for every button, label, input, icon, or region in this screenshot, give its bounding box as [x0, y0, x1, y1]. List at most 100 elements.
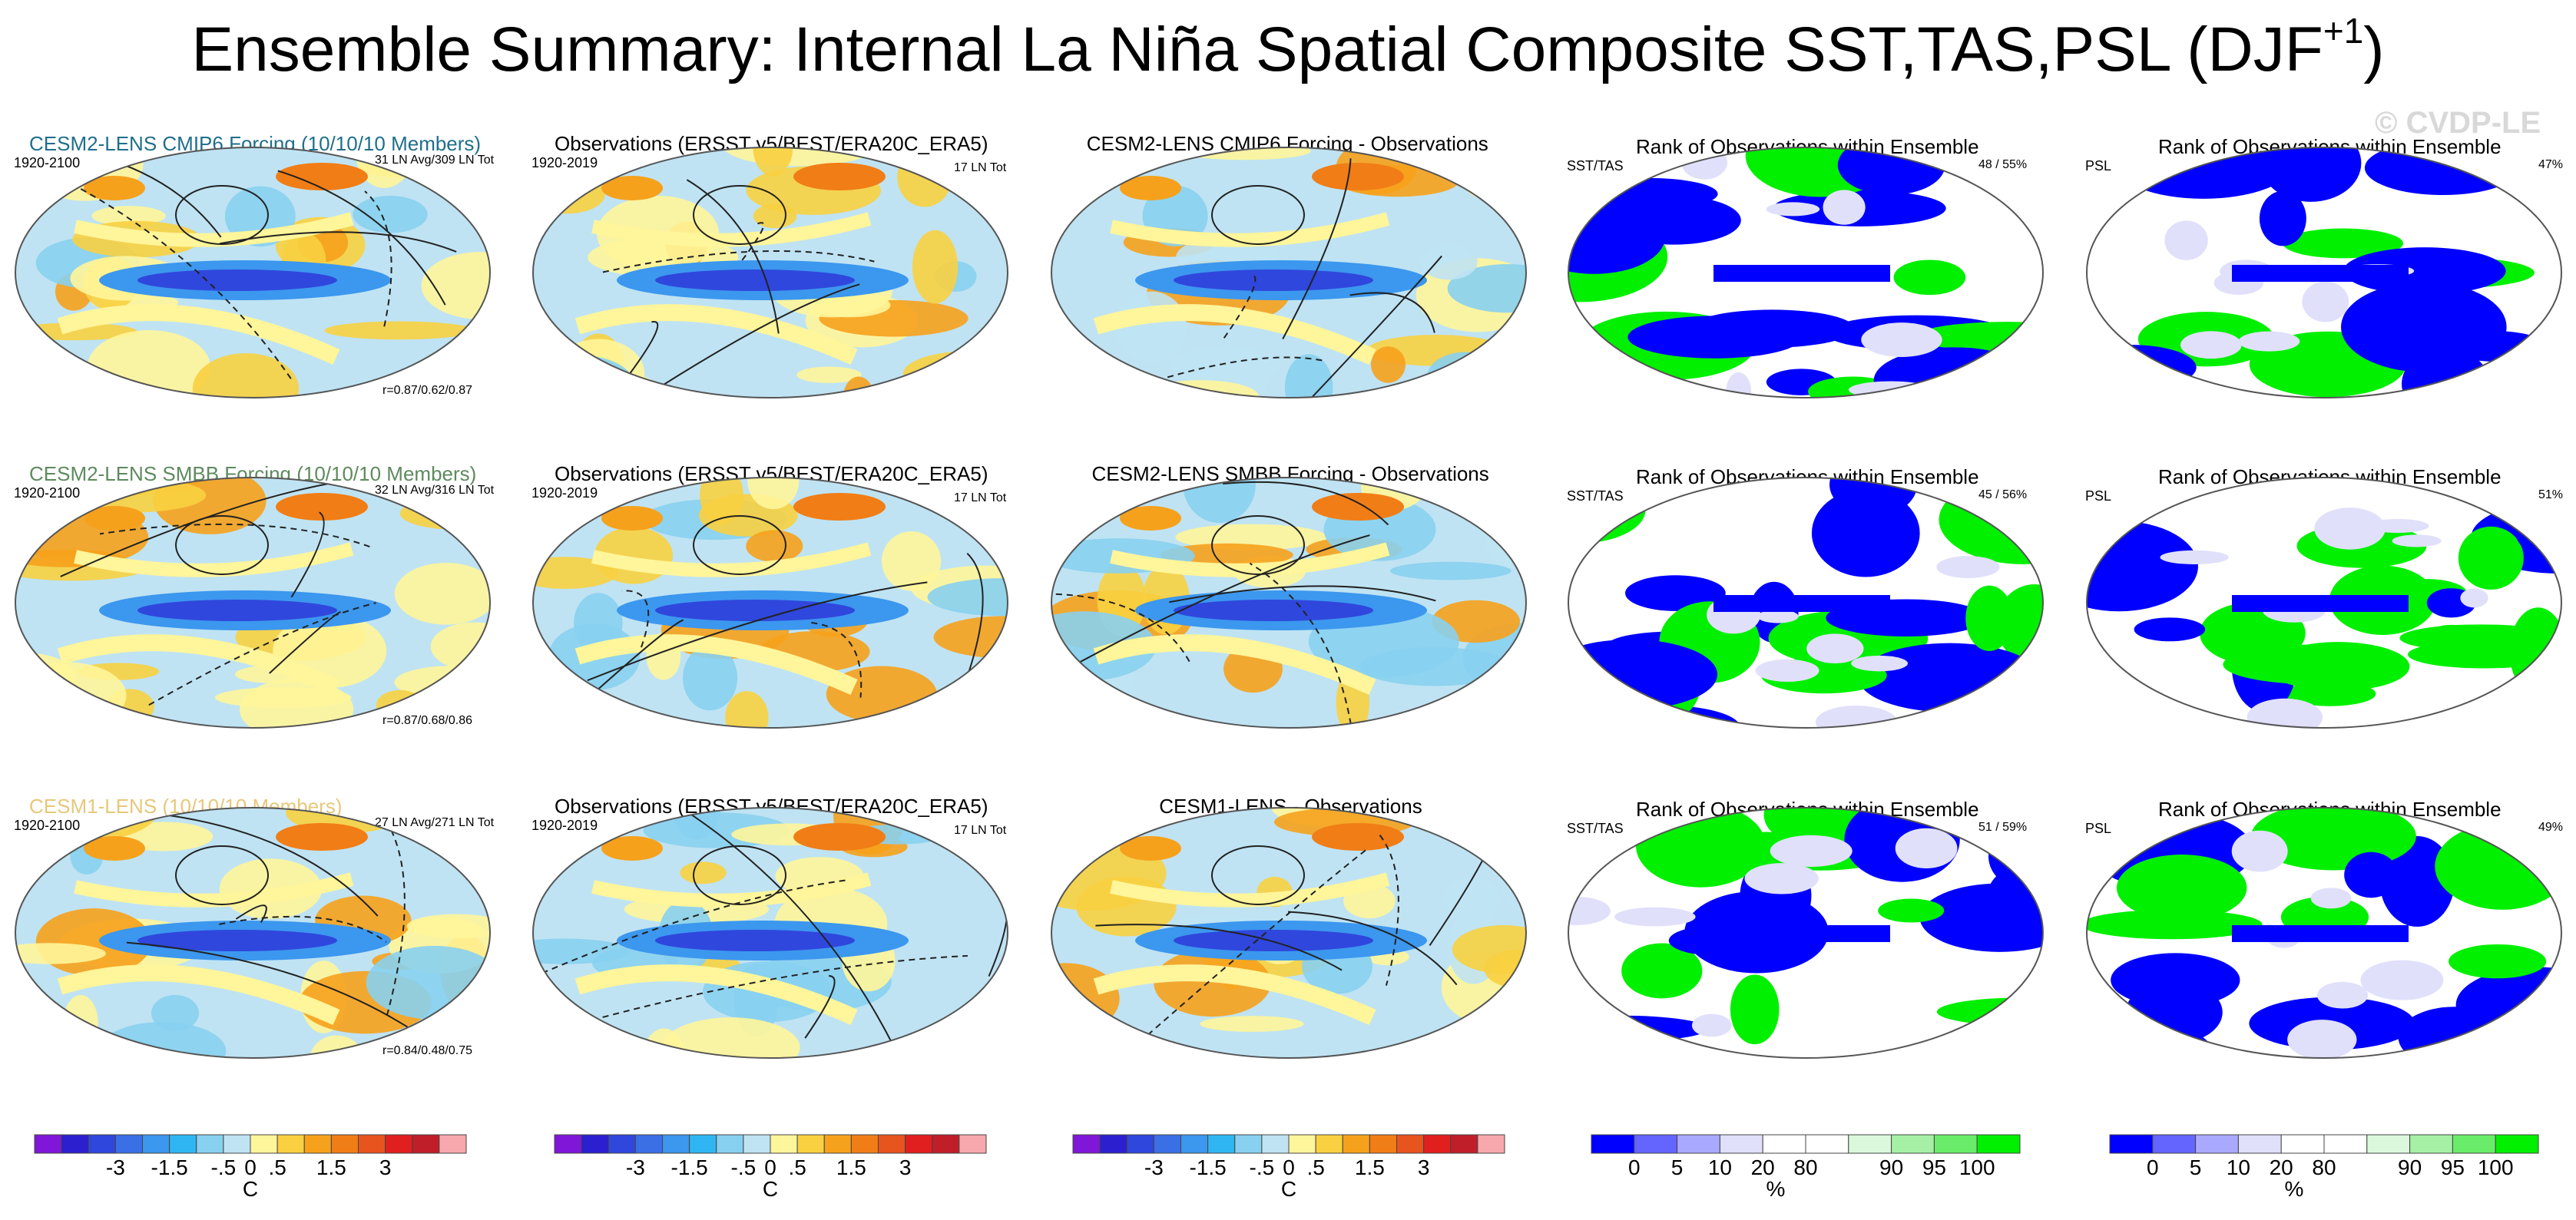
- obs-note: 17 LN Tot: [954, 161, 1007, 174]
- obs-map: [532, 477, 1008, 729]
- colorbar-tick-label: 100: [1959, 1156, 1995, 1179]
- colorbar-swatch: [2323, 1134, 2368, 1154]
- colorbar-tick-label: 80: [1793, 1156, 1817, 1179]
- colorbar-tick-label: 90: [2398, 1156, 2422, 1179]
- colorbar-swatch: [1153, 1134, 1181, 1154]
- colorbar-tick-label: .5: [1306, 1156, 1324, 1179]
- diff-map: [1051, 477, 1527, 729]
- colorbar-swatch: [1423, 1134, 1452, 1154]
- colorbar-unit: C: [763, 1177, 778, 1201]
- colorbar-swatch: [878, 1134, 906, 1154]
- colorbar-swatch: [959, 1134, 987, 1154]
- colorbar-unit: %: [2284, 1177, 2303, 1201]
- colorbar-swatch: [439, 1134, 467, 1154]
- colorbar-swatch: [1180, 1134, 1209, 1154]
- rank-variable-label: SST/TAS: [1567, 488, 1624, 504]
- colorbar-swatch: [1099, 1134, 1127, 1154]
- colorbar-tick-label: 1.5: [316, 1156, 346, 1179]
- colorbar-tick-label: 95: [2441, 1156, 2465, 1179]
- pattern-correlation: r=0.84/0.48/0.75: [382, 1044, 472, 1057]
- colorbar-swatch: [850, 1134, 879, 1154]
- rank-map: [1568, 807, 2044, 1059]
- obs-years: 1920-2019: [531, 818, 598, 833]
- model-map: [15, 147, 491, 398]
- colorbar-tick-label: 0: [244, 1156, 257, 1179]
- model-years: 1920-2100: [14, 155, 81, 170]
- colorbar-swatch: [2366, 1134, 2411, 1154]
- colorbar-tick-label: 10: [1708, 1156, 1732, 1179]
- colorbar-tick-label: 0: [2147, 1156, 2159, 1179]
- rank-percent: 45 / 56%: [1978, 488, 2028, 501]
- pattern-correlation: r=0.87/0.62/0.87: [382, 384, 472, 397]
- colorbar-swatch: [2237, 1134, 2282, 1154]
- colorbar-swatch: [196, 1134, 224, 1154]
- colorbar-swatch: [743, 1134, 771, 1154]
- colorbar-swatch: [88, 1134, 116, 1154]
- colorbar-swatch: [716, 1134, 744, 1154]
- colorbar-tick-label: 80: [2312, 1156, 2336, 1179]
- colorbar-swatch: [114, 1134, 143, 1154]
- colorbar-swatch: [1891, 1134, 1935, 1154]
- obs-years: 1920-2019: [531, 485, 598, 501]
- model-years: 1920-2100: [14, 818, 81, 833]
- model-map: [15, 477, 491, 729]
- colorbar-tick-label: 0: [1628, 1156, 1641, 1179]
- colorbar-swatch: [581, 1134, 609, 1154]
- colorbar-swatch: [385, 1134, 413, 1154]
- colorbar-swatch: [796, 1134, 825, 1154]
- rank-map: [1568, 477, 2044, 729]
- rank-psl-label: PSL: [2085, 821, 2112, 836]
- obs-map: [532, 147, 1008, 398]
- colorbar-unit: %: [1766, 1177, 1785, 1201]
- colorbar-swatch: [608, 1134, 636, 1154]
- colorbar-swatch: [2495, 1134, 2539, 1154]
- rank-psl-percent: 49%: [2538, 821, 2564, 834]
- rank-map: [1568, 147, 2044, 398]
- colorbar-swatch: [2195, 1134, 2239, 1154]
- colorbar-swatch: [1450, 1134, 1478, 1154]
- colorbar-tick-label: 0: [1283, 1156, 1295, 1179]
- colorbar-tick-label: -1.5: [671, 1156, 708, 1179]
- colorbar-swatch: [770, 1134, 798, 1154]
- model-note: 31 LN Avg/309 LN Tot: [375, 154, 495, 167]
- colorbar-tick-label: 3: [899, 1156, 912, 1179]
- colorbar-swatch: [1288, 1134, 1316, 1154]
- rank-variable-label: SST/TAS: [1567, 158, 1624, 174]
- colorbar-swatch: [1342, 1134, 1370, 1154]
- colorbar-swatch: [412, 1134, 440, 1154]
- rank-percent: 48 / 55%: [1978, 158, 2028, 171]
- colorbar-tick-label: 5: [2190, 1156, 2202, 1179]
- model-note: 32 LN Avg/316 LN Tot: [375, 484, 495, 497]
- rank-psl-percent: 47%: [2538, 158, 2564, 171]
- colorbar-tick-label: 95: [1922, 1156, 1946, 1179]
- colorbar-tick-label: -.5: [1250, 1156, 1275, 1179]
- colorbar-swatch: [1072, 1134, 1101, 1154]
- colorbar-swatch: [1719, 1134, 1763, 1154]
- colorbar-swatch: [142, 1134, 171, 1154]
- rank-map: [2086, 147, 2562, 398]
- colorbar-swatch: [905, 1134, 933, 1154]
- colorbar-swatch: [1634, 1134, 1678, 1154]
- colorbar-swatch: [1805, 1134, 1849, 1154]
- rank-map: [2086, 807, 2562, 1059]
- colorbar-swatch: [1126, 1134, 1154, 1154]
- rank-map: [2086, 477, 2562, 729]
- diff-map: [1051, 807, 1527, 1059]
- colorbar-tick-label: 0: [764, 1156, 776, 1179]
- colorbar-swatch: [1762, 1134, 1806, 1154]
- colorbar-tick-label: .5: [268, 1156, 286, 1179]
- colorbar-swatch: [2452, 1134, 2496, 1154]
- model-map: [15, 807, 491, 1059]
- colorbar-tick-label: 1.5: [1355, 1156, 1385, 1179]
- rank-psl-label: PSL: [2085, 488, 2112, 504]
- colorbar-swatch: [1591, 1134, 1635, 1154]
- model-years: 1920-2100: [14, 485, 81, 501]
- colorbar-tick-label: 20: [1751, 1156, 1775, 1179]
- diff-map: [1051, 147, 1527, 398]
- colorbar-tick-label: 10: [2227, 1156, 2250, 1179]
- colorbar-tick-label: -1.5: [151, 1156, 188, 1179]
- watermark: © CVDP-LE: [2375, 106, 2541, 140]
- colorbar-swatch: [1677, 1134, 1720, 1154]
- colorbar-tick-label: -.5: [211, 1156, 237, 1179]
- colorbar-tick-label: .5: [788, 1156, 806, 1179]
